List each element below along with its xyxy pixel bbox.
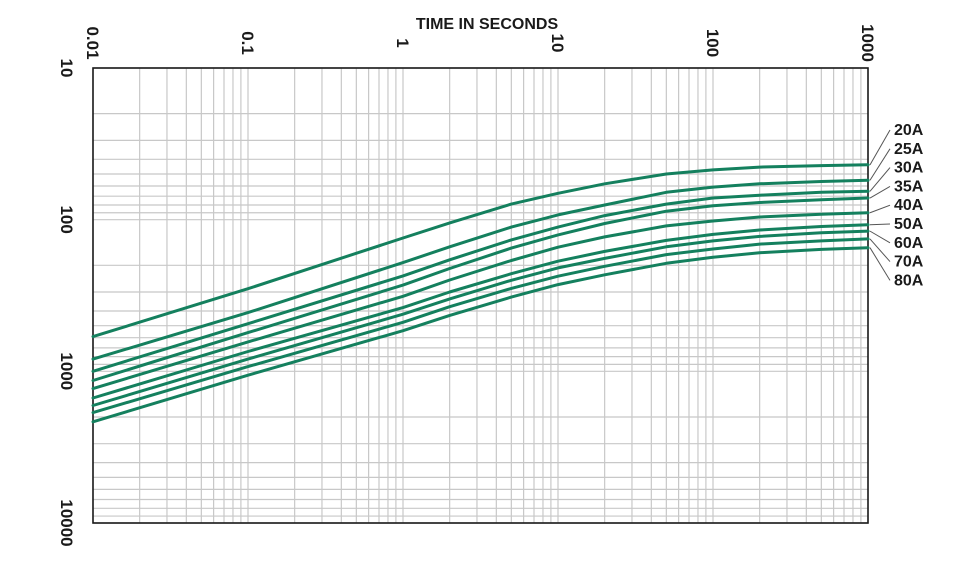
x-tick-label: 1 [393,38,412,47]
series-line-50A [91,223,870,400]
series-line-60A [91,229,870,407]
x-tick-label: 0.1 [238,31,257,55]
series-label-40A: 40A [894,197,924,214]
series-label-25A: 25A [894,141,924,158]
series-leader-line [869,238,891,262]
x-tick-label: 100 [703,29,722,57]
series-label-60A: 60A [894,235,924,252]
grid [92,67,869,524]
series-line-35A [91,196,870,382]
x-tick-label: 0.01 [83,26,102,59]
series-leader-line [869,223,891,226]
series-label-50A: 50A [894,216,924,233]
series-label-70A: 70A [894,254,924,271]
plot-frame [92,67,869,524]
series-label-30A: 30A [894,160,924,177]
y-tick-label: 10 [57,59,76,78]
series-leader-line [869,247,891,281]
series-label-20A: 20A [894,122,924,139]
series-line-20A [91,163,870,339]
series-line-70A [91,237,870,415]
series-leader-line [869,185,891,199]
series-leader-line [869,167,891,192]
series-label-80A: 80A [894,272,924,289]
series-line-25A [91,178,870,361]
series-leader-line [869,230,891,244]
y-tick-label: 1000 [57,352,76,390]
series-lines [91,163,870,424]
y-tick-label: 10000 [57,499,76,546]
series-leader-line [869,129,891,166]
series-line-30A [91,189,870,373]
chart-title: TIME IN SECONDS [416,16,559,33]
x-tick-label: 10 [548,34,567,53]
tick-labels: 0.01 0.1 1 10 100 1000 10 100 1000 10000 [57,24,877,547]
series-line-80A [91,246,870,424]
x-tick-label: 1000 [858,24,877,62]
series-line-40A [91,211,870,391]
series-leader-line [869,204,891,214]
y-tick-label: 100 [57,205,76,233]
series-leader-line [869,148,891,181]
series-label-35A: 35A [894,178,924,195]
